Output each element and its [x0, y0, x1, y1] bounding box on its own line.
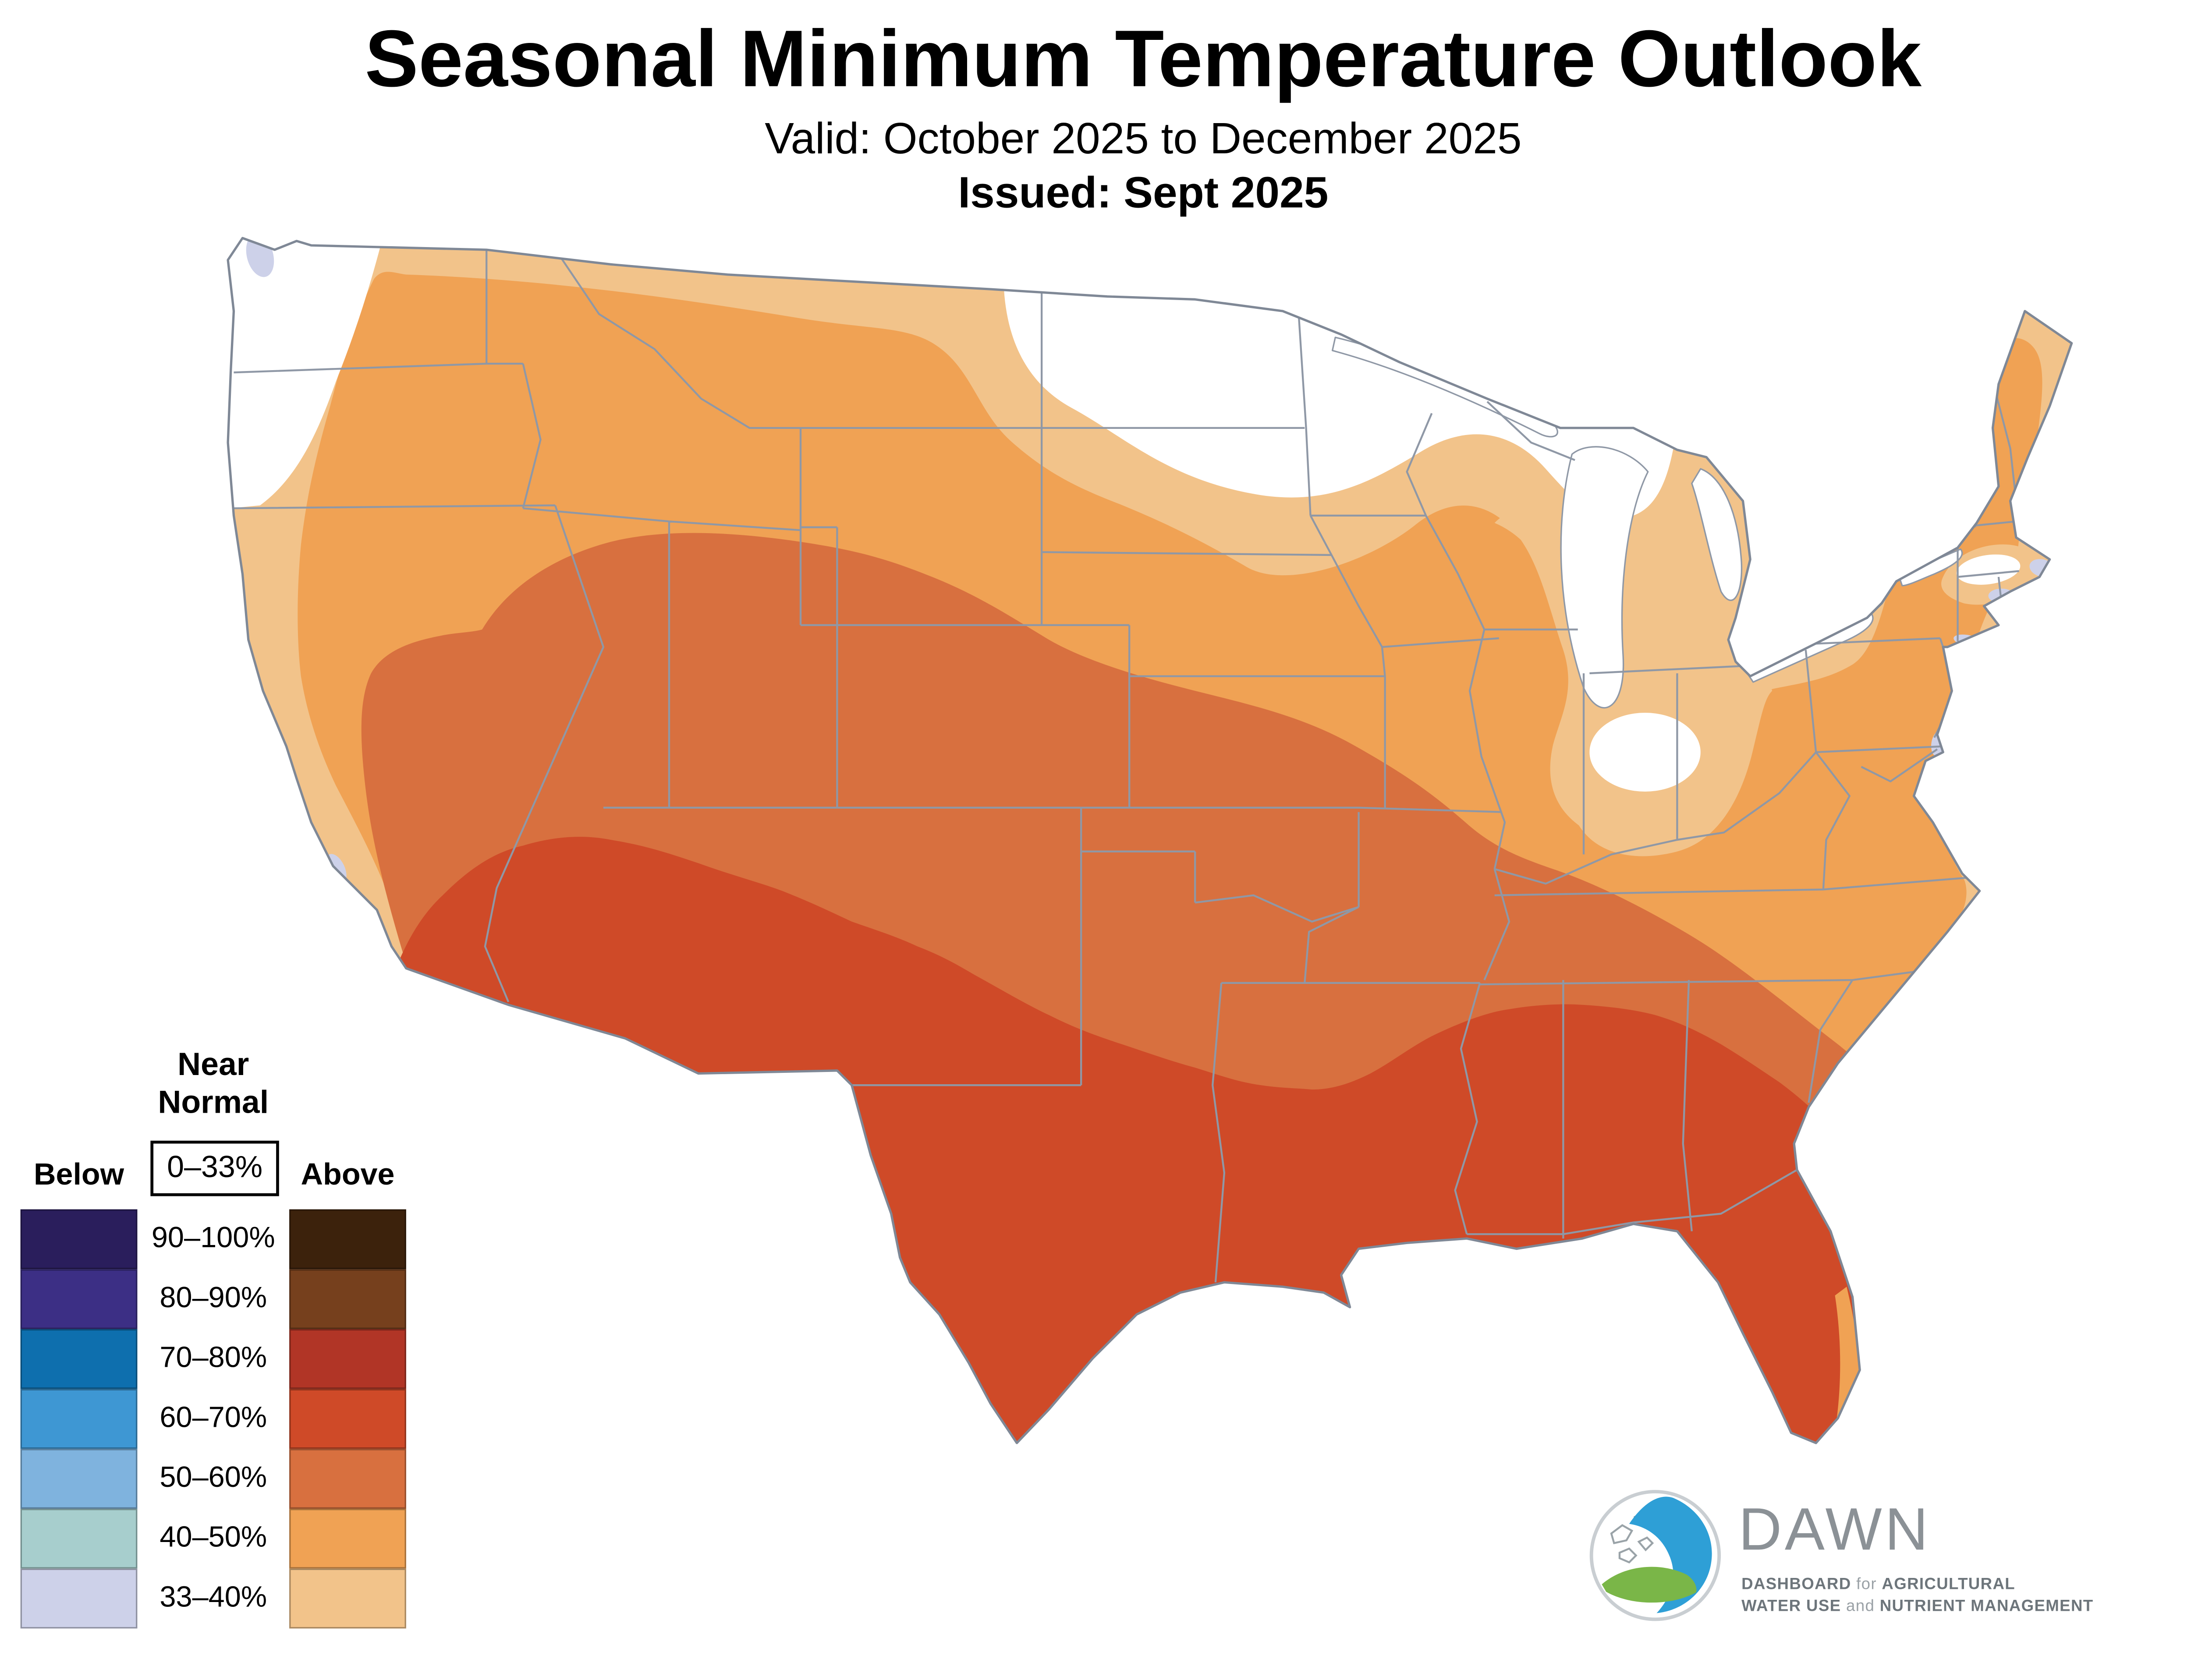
legend-row: 90–100% [0, 1209, 438, 1270]
logo-leaf [1602, 1567, 1697, 1603]
region-equal-chances-indiana [1589, 712, 1701, 792]
logo-sub-nutrient: NUTRIENT MANAGEMENT [1879, 1598, 2094, 1616]
legend-row: 50–60% [0, 1449, 438, 1509]
great-lakes [1331, 336, 1963, 709]
range-label: 70–80% [160, 1342, 267, 1375]
below-swatch [20, 1568, 138, 1629]
lake-huron [1691, 468, 1743, 601]
legend-above-label: Above [301, 1158, 395, 1192]
below-swatch [20, 1509, 138, 1569]
above-swatch [289, 1209, 406, 1270]
us-map-svg [227, 237, 2073, 1444]
range-label: 80–90% [160, 1282, 267, 1315]
near-normal-line2: Normal [158, 1084, 269, 1121]
above-swatch [289, 1269, 406, 1329]
above-swatch [289, 1329, 406, 1389]
range-label: 50–60% [160, 1462, 267, 1494]
legend-row: 40–50% [0, 1509, 438, 1569]
logo-sub-dashboard: DASHBOARD [1741, 1576, 1851, 1594]
logo-sub-agricultural: AGRICULTURAL [1882, 1576, 2016, 1594]
us-outlook-map [172, 209, 2092, 1475]
legend-below-label: Below [33, 1158, 124, 1192]
legend-row: 80–90% [0, 1269, 438, 1329]
logo-sub-water-use: WATER USE [1741, 1598, 1841, 1616]
lake-michigan [1560, 446, 1649, 709]
dawn-logo: DAWN DASHBOARD for AGRICULTURAL WATER US… [1587, 1487, 2093, 1639]
legend-row: 60–70% [0, 1389, 438, 1449]
legend-row: 33–40% [0, 1568, 438, 1629]
near-normal-label: Near Normal [140, 1046, 286, 1123]
range-label: 33–40% [160, 1581, 267, 1614]
range-label: 60–70% [160, 1402, 267, 1434]
legend-row: 70–80% [0, 1329, 438, 1389]
dawn-logo-name: DAWN [1738, 1496, 1931, 1563]
above-swatch [289, 1509, 406, 1569]
below-swatch [20, 1449, 138, 1509]
above-swatch [289, 1568, 406, 1629]
range-label: 40–50% [160, 1522, 267, 1554]
logo-sub-for: for [1851, 1576, 1882, 1594]
us-outline [227, 237, 2073, 1444]
issued-date-subtitle: Issued: Sept 2025 [958, 169, 1329, 218]
state-boundaries [234, 250, 2019, 1283]
dawn-logo-subtitle: DASHBOARD for AGRICULTURAL WATER USE and… [1741, 1574, 2093, 1620]
range-label: 90–100% [151, 1222, 275, 1255]
page-title: Seasonal Minimum Temperature Outlook [365, 13, 1922, 104]
region-equal-chances-west [228, 238, 392, 510]
above-swatch [289, 1389, 406, 1449]
logo-sub-and: and [1841, 1598, 1880, 1616]
near-normal-line1: Near [177, 1046, 249, 1082]
above-swatch [289, 1449, 406, 1509]
legend: Near Normal 0–33% Below Above 90–100% 80… [0, 0, 468, 1680]
below-swatch [20, 1389, 138, 1449]
valid-period-subtitle: Valid: October 2025 to December 2025 [765, 115, 1522, 164]
dawn-logo-icon [1589, 1490, 1721, 1621]
below-swatch [20, 1209, 138, 1270]
below-swatch [20, 1329, 138, 1389]
near-normal-range-box: 0–33% [150, 1140, 279, 1196]
below-swatch [20, 1269, 138, 1329]
region-equal-chances-new-england [1956, 554, 2021, 585]
